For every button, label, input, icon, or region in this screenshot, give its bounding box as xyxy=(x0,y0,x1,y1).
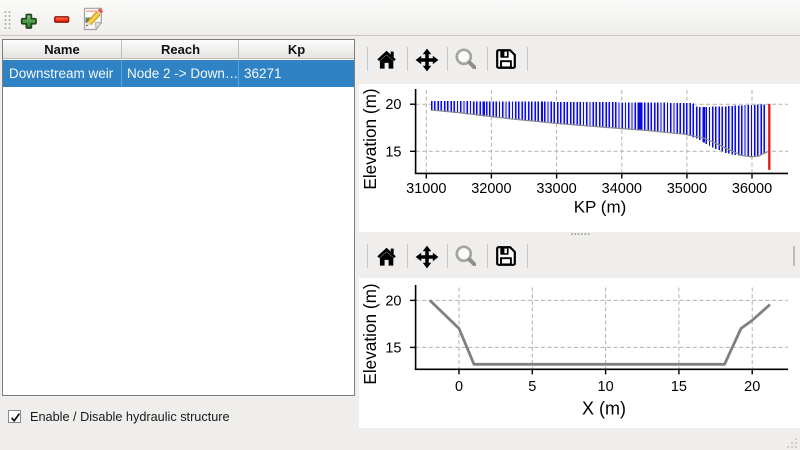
svg-text:5: 5 xyxy=(528,379,536,395)
svg-text:32000: 32000 xyxy=(471,181,511,197)
svg-text:15: 15 xyxy=(671,379,687,395)
svg-text:36000: 36000 xyxy=(732,181,772,197)
svg-text:X (m): X (m) xyxy=(582,399,626,419)
svg-text:15: 15 xyxy=(385,144,401,160)
svg-text:0: 0 xyxy=(455,379,463,395)
svg-text:20: 20 xyxy=(385,97,401,113)
svg-text:Elevation (m): Elevation (m) xyxy=(360,88,380,189)
svg-text:Elevation (m): Elevation (m) xyxy=(360,283,380,384)
svg-text:20: 20 xyxy=(385,294,401,310)
svg-text:33000: 33000 xyxy=(536,181,576,197)
svg-text:35000: 35000 xyxy=(667,181,707,197)
svg-text:20: 20 xyxy=(744,379,760,395)
svg-text:31000: 31000 xyxy=(406,181,446,197)
svg-text:15: 15 xyxy=(385,341,401,357)
svg-text:10: 10 xyxy=(598,379,614,395)
svg-text:KP (m): KP (m) xyxy=(574,197,627,216)
svg-text:34000: 34000 xyxy=(602,181,642,197)
